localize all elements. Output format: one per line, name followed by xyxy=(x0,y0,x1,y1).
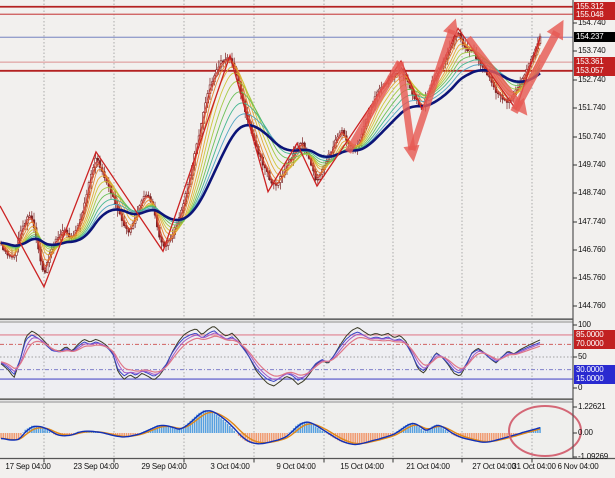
ma-fan-line xyxy=(0,43,541,256)
macd-tick-label: 0.00 xyxy=(578,428,593,437)
indicator-level-label: 70.0000 xyxy=(574,339,615,349)
indicator-tick-label: 0 xyxy=(578,383,583,392)
indicator-tick-label: 100 xyxy=(578,320,591,329)
oscillator-panel-bg xyxy=(0,323,573,398)
price-tick-label: 149.740 xyxy=(578,160,606,169)
indicator-level-label: 30.0000 xyxy=(574,365,615,375)
macd-histogram-negative xyxy=(0,433,519,445)
slow-ma-line xyxy=(0,68,541,247)
price-tick-label: 153.740 xyxy=(578,46,606,55)
time-tick-label: 9 Oct 04:00 xyxy=(276,462,316,471)
indicator-level-label: 15.0000 xyxy=(574,374,615,384)
price-tick-label: 150.740 xyxy=(578,132,606,141)
trend-arrow xyxy=(396,61,416,151)
time-tick-label: 31 Oct 04:00 xyxy=(512,462,556,471)
time-tick-label: 23 Sep 04:00 xyxy=(73,462,119,471)
macd-tick-label: -1.09269 xyxy=(578,452,608,461)
trend-arrow xyxy=(465,35,523,109)
price-tick-label: 144.760 xyxy=(578,301,606,310)
macd-panel-bg xyxy=(0,403,573,458)
oscillator-line-slowest xyxy=(0,335,541,377)
price-tick-label: 146.760 xyxy=(578,245,606,254)
time-tick-label: 21 Oct 04:00 xyxy=(406,462,450,471)
price-alert-label: 154.237 xyxy=(574,32,615,42)
indicator-tick-label: 50 xyxy=(578,352,587,361)
price-tick-label: 145.760 xyxy=(578,273,606,282)
ma-fan-line xyxy=(0,51,541,250)
price-alert-label: 155.312 xyxy=(574,2,615,12)
main-panel-bg xyxy=(0,0,573,318)
price-tick-label: 152.740 xyxy=(578,75,606,84)
ma-fan-line xyxy=(0,33,541,272)
trend-arrowhead xyxy=(443,18,459,37)
trend-arrow xyxy=(344,60,404,154)
price-alert-label: 153.361 xyxy=(574,57,615,67)
price-tick-label: 147.740 xyxy=(578,217,606,226)
price-tick-label: 151.740 xyxy=(578,103,606,112)
time-tick-label: 15 Oct 04:00 xyxy=(340,462,384,471)
price-alert-label: 155.048 xyxy=(574,10,615,20)
ma-fan-line xyxy=(0,38,541,261)
price-tick-label: 148.740 xyxy=(578,188,606,197)
time-tick-label: 17 Sep 04:00 xyxy=(5,462,51,471)
oscillator-line-slow xyxy=(0,332,541,380)
oscillator-line-fast xyxy=(0,326,541,387)
macd-tick-label: 1.22621 xyxy=(578,402,606,411)
trend-arrow xyxy=(408,28,456,152)
macd-annotation-circle xyxy=(508,405,582,457)
trend-arrowhead xyxy=(546,19,564,41)
indicator-level-label: 85.0000 xyxy=(574,330,615,340)
time-tick-label: 27 Oct 04:00 xyxy=(472,462,516,471)
ma-fan-line xyxy=(0,64,541,247)
ma-fan-line xyxy=(0,47,541,252)
time-tick-label: 6 Nov 04:00 xyxy=(557,462,599,471)
time-tick-label: 3 Oct 04:00 xyxy=(210,462,250,471)
trend-arrow xyxy=(510,30,561,114)
panel-separator xyxy=(0,318,573,323)
price-alert-label: 153.057 xyxy=(574,66,615,76)
zigzag-line xyxy=(0,27,541,289)
time-tick-label: 29 Sep 04:00 xyxy=(141,462,187,471)
macd-main-line xyxy=(0,410,541,446)
price-tick-label: 154.740 xyxy=(578,18,606,27)
panel-separator xyxy=(0,398,573,403)
ma-fan-line xyxy=(0,34,541,268)
